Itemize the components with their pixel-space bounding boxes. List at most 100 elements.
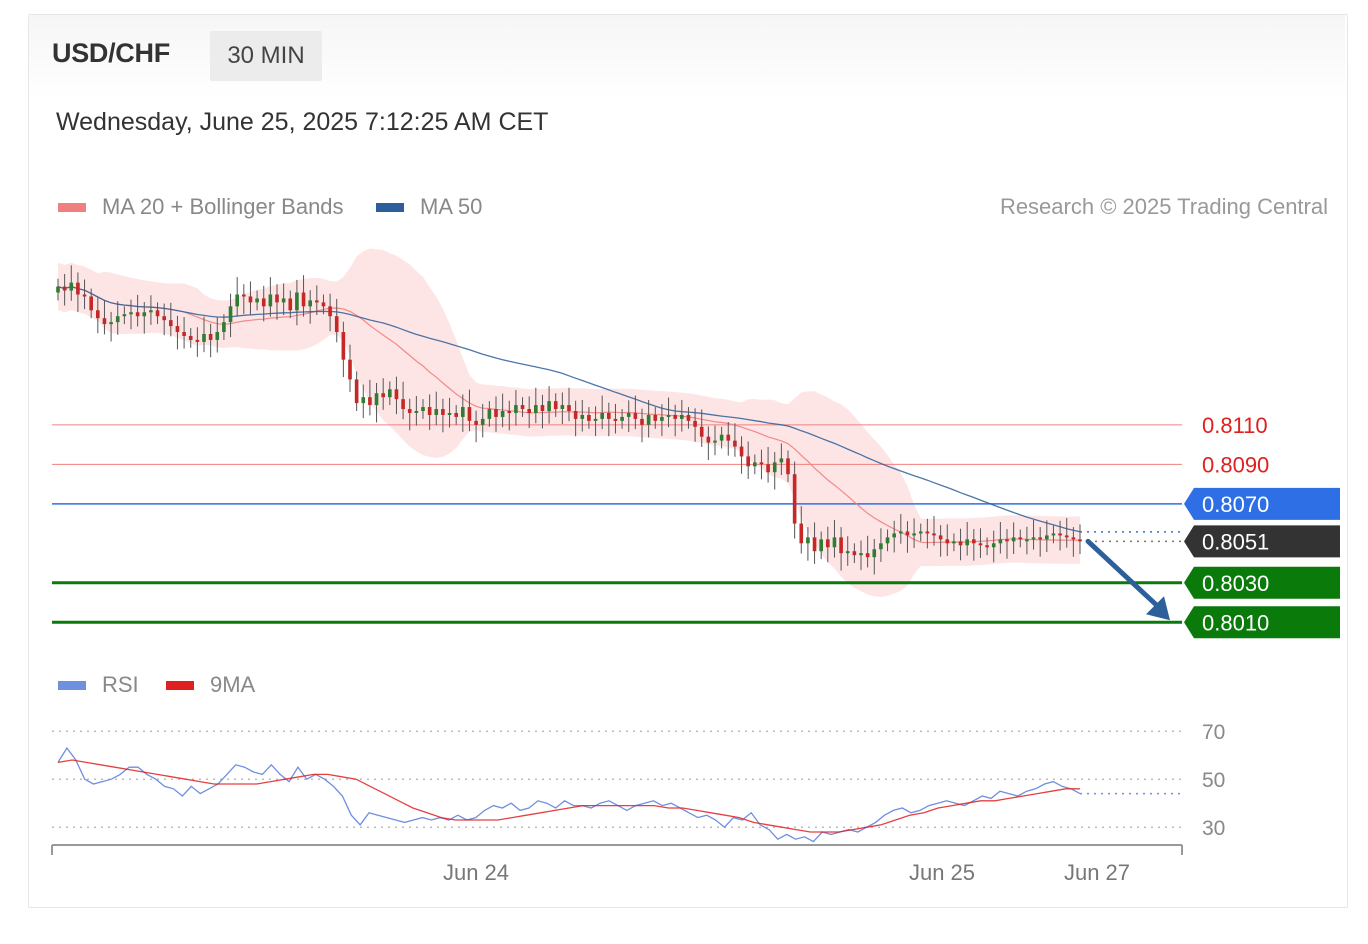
candle-up: [115, 316, 120, 323]
candle-up: [806, 537, 810, 544]
candle-down: [958, 541, 963, 546]
candle-down: [852, 551, 857, 556]
candle-down: [706, 436, 711, 443]
rsi-tick-label: 70: [1202, 721, 1225, 744]
candle-down: [607, 412, 611, 419]
candle-down: [474, 420, 478, 425]
candle-up: [514, 405, 518, 413]
candle-up: [872, 549, 877, 558]
candle-up: [268, 294, 273, 307]
candle-up: [1051, 533, 1056, 536]
candle-down: [195, 339, 200, 342]
candle-down: [945, 539, 950, 544]
candle-up: [228, 306, 233, 323]
level-tag-support: [1184, 606, 1340, 639]
candle-up: [235, 294, 239, 307]
level-value-text: 0.8090: [1202, 452, 1269, 477]
chart-card: [28, 14, 1348, 908]
candle-up: [772, 462, 777, 473]
candle-up: [965, 539, 969, 546]
level-value-text: 0.8010: [1202, 610, 1269, 635]
candle-up: [69, 282, 74, 291]
candle-up: [295, 292, 299, 311]
candle-down: [673, 414, 677, 419]
candle-down: [275, 294, 279, 303]
candle-down: [368, 397, 372, 406]
candle-up: [461, 407, 465, 417]
candle-up: [500, 411, 505, 417]
candle-down: [315, 300, 319, 303]
candle-down: [799, 523, 804, 544]
candle-up: [600, 412, 604, 419]
level-tag-last: [1184, 525, 1340, 558]
forecast-arrow-head: [1146, 596, 1170, 621]
candle-down: [613, 418, 618, 421]
candle-down: [1058, 533, 1062, 536]
candle-up: [374, 393, 379, 406]
candle-down: [354, 379, 359, 404]
candle-down: [454, 412, 458, 417]
candle-down: [1005, 539, 1009, 542]
candle-down: [334, 316, 339, 333]
candle-down: [169, 320, 173, 327]
candle-down: [348, 359, 352, 380]
candle-up: [593, 418, 598, 421]
candle-down: [341, 332, 346, 360]
candle-up: [892, 533, 896, 538]
rsi-swatch: [58, 680, 86, 690]
candle-down: [76, 282, 80, 295]
candle-down: [175, 326, 180, 333]
candle-down: [653, 414, 658, 421]
candle-up: [149, 310, 153, 313]
candle-down: [507, 411, 512, 414]
candle-down: [162, 316, 166, 321]
candle-down: [208, 333, 213, 340]
candle-up: [952, 541, 956, 544]
legend-ma50-label: MA 50: [420, 194, 483, 219]
candle-up: [281, 298, 286, 303]
candle-down: [1038, 537, 1042, 540]
ma50-swatch: [376, 202, 404, 212]
candle-down: [925, 531, 930, 534]
candle-down: [394, 389, 399, 400]
candle-down: [248, 296, 253, 303]
level-value-text: 0.8051: [1202, 529, 1269, 554]
candle-up: [819, 539, 823, 552]
candle-up: [912, 533, 916, 536]
candle-down: [978, 543, 983, 546]
candle-up: [779, 458, 784, 463]
candle-up: [480, 418, 485, 425]
candle-down: [693, 420, 697, 427]
candle-down: [938, 535, 943, 540]
level-value-text: 0.8070: [1202, 492, 1269, 517]
candle-up: [308, 300, 312, 307]
x-tick-label: Jun 27: [1064, 860, 1130, 885]
candle-up: [719, 434, 724, 441]
candle-up: [580, 414, 585, 419]
candle-up: [1011, 537, 1016, 542]
ma9-swatch: [166, 680, 194, 690]
level-label-0.8110: 0.8110: [1202, 413, 1268, 438]
bollinger-band-area: [58, 248, 1080, 598]
symbol-title: USD/CHF: [52, 38, 170, 68]
candle-up: [547, 401, 551, 412]
candle-down: [155, 310, 160, 317]
candle-down: [587, 414, 591, 421]
legend-9ma-label: 9MA: [210, 672, 256, 697]
legend-ma20-label: MA 20 + Bollinger Bands: [102, 194, 344, 219]
level-tag-pivot: [1184, 487, 1340, 520]
candle-up: [122, 314, 127, 317]
candle-up: [753, 462, 757, 467]
candle-down: [759, 462, 764, 465]
candle-down: [1064, 535, 1069, 538]
candle-down: [520, 405, 525, 410]
candle-down: [494, 409, 498, 417]
candle-down: [746, 456, 750, 467]
candle-up: [560, 405, 565, 410]
candle-up: [1031, 537, 1036, 540]
timeframe-badge[interactable]: 30 MIN: [210, 31, 322, 81]
candle-up: [879, 543, 883, 550]
candle-up: [434, 409, 439, 415]
level-label-0.8010: 0.8010: [1184, 606, 1340, 639]
candle-up: [202, 333, 206, 342]
